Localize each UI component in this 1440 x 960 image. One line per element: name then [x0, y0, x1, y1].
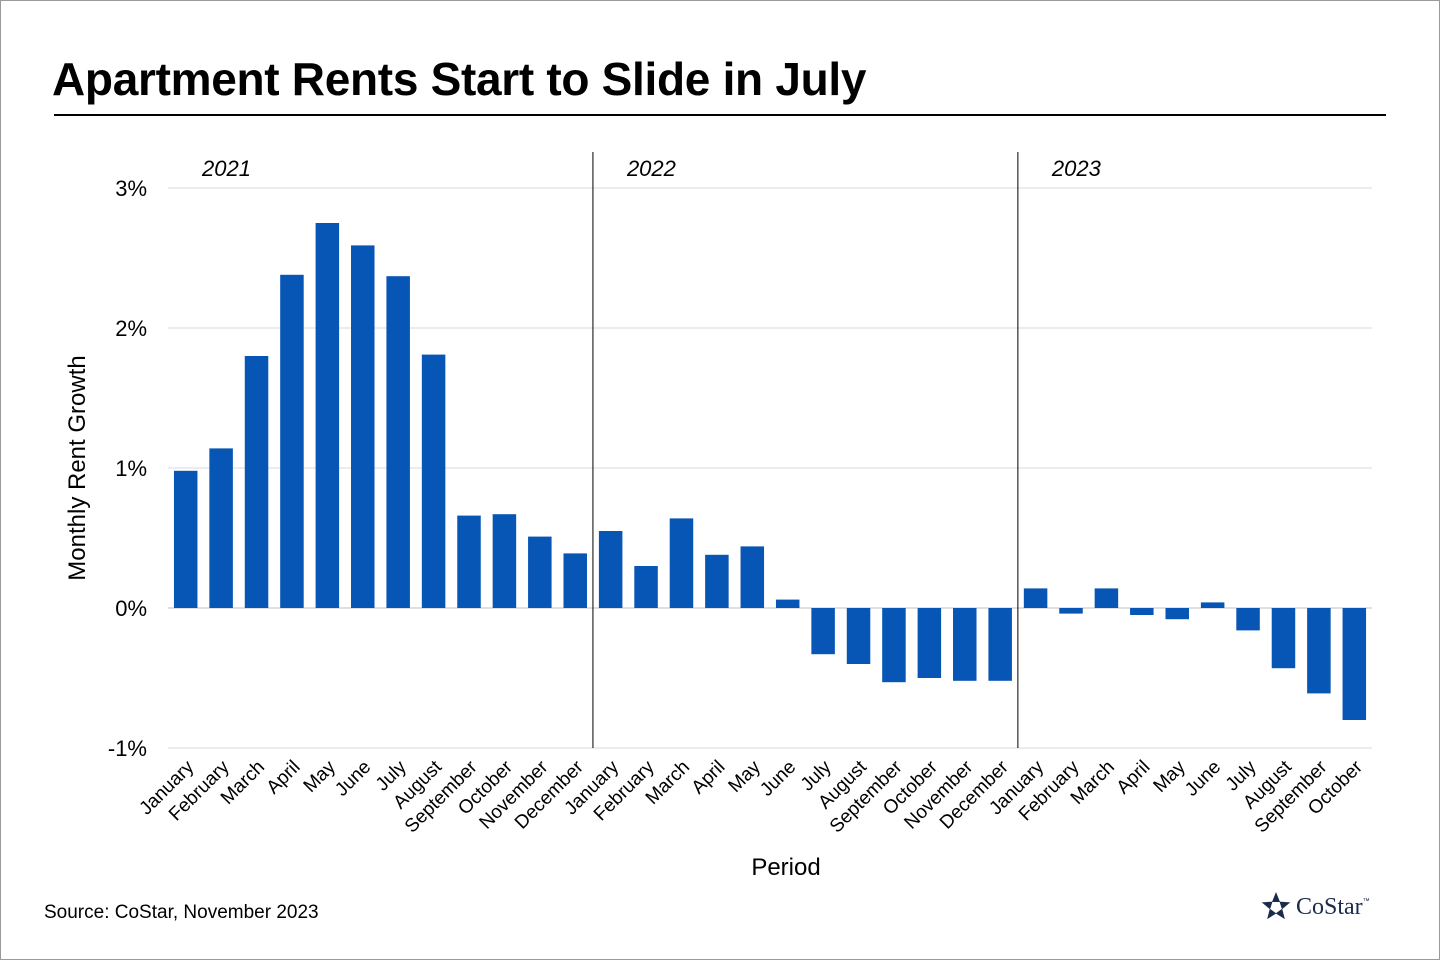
x-tick-label: May [725, 756, 766, 797]
bar [1307, 608, 1331, 694]
bar [705, 554, 729, 608]
x-axis-title: Period [751, 854, 820, 881]
bar [846, 608, 871, 664]
logo-trademark: ™ [1362, 898, 1370, 905]
x-tick-label: April [1113, 757, 1155, 799]
y-tick-label: 2% [115, 316, 147, 341]
year-label: 2023 [1051, 156, 1102, 181]
x-tick-label: June [331, 757, 375, 801]
logo-wordmark: CoStar [1296, 893, 1363, 920]
bar [1200, 602, 1225, 608]
title-underline [54, 114, 1386, 116]
y-tick-label: 3% [115, 176, 147, 201]
bar [669, 518, 694, 608]
x-tick-label: April [688, 757, 730, 799]
x-tick-label: May [300, 756, 341, 797]
bar [598, 531, 623, 608]
bar [1059, 608, 1083, 614]
bar [988, 608, 1012, 681]
y-tick-label: 0% [115, 596, 147, 621]
x-tick-labels: JanuaryFebruaryMarchAprilMayJuneJulyAugu… [136, 756, 1368, 837]
y-tick-labels: 3% 2% 1% 0% -1% [108, 176, 147, 761]
x-tick-label: June [1181, 757, 1225, 801]
bar [209, 448, 233, 608]
bar [953, 608, 977, 681]
year-separators [592, 152, 1019, 748]
bar [775, 599, 800, 608]
bar [457, 515, 481, 608]
bar [1236, 608, 1260, 631]
y-axis-title: Monthly Rent Growth [64, 355, 91, 580]
x-tick-label: April [263, 757, 305, 799]
bar [173, 470, 198, 608]
bar [315, 223, 340, 608]
bar [882, 608, 906, 683]
bar [1165, 608, 1189, 620]
bar [244, 356, 269, 608]
bar [351, 245, 375, 608]
bar [421, 354, 446, 608]
costar-star-icon [1261, 892, 1291, 920]
source-note: Source: CoStar, November 2023 [44, 902, 319, 923]
year-labels: 2021 2022 2023 [201, 156, 1102, 181]
bar [634, 566, 658, 608]
bar [280, 274, 304, 608]
bar [917, 608, 942, 678]
bar [1342, 608, 1367, 720]
bar [811, 608, 835, 655]
bar [492, 514, 517, 608]
bar [386, 276, 410, 608]
year-label: 2022 [626, 156, 676, 181]
chart-title: Apartment Rents Start to Slide in July [52, 53, 867, 105]
x-tick-label: June [756, 757, 800, 801]
bar [1094, 588, 1119, 608]
bar [528, 536, 552, 608]
bar [563, 553, 587, 608]
x-tick-label: May [1150, 756, 1191, 797]
bar [740, 546, 765, 608]
costar-logo: CoStar ™ [1260, 890, 1370, 924]
y-tick-label: -1% [108, 736, 147, 761]
bar [1023, 588, 1048, 608]
gridlines [168, 187, 1372, 749]
year-label: 2021 [201, 156, 251, 181]
y-tick-label: 1% [115, 456, 147, 481]
bars [173, 223, 1367, 720]
bar [1130, 608, 1154, 615]
bar [1271, 608, 1296, 669]
